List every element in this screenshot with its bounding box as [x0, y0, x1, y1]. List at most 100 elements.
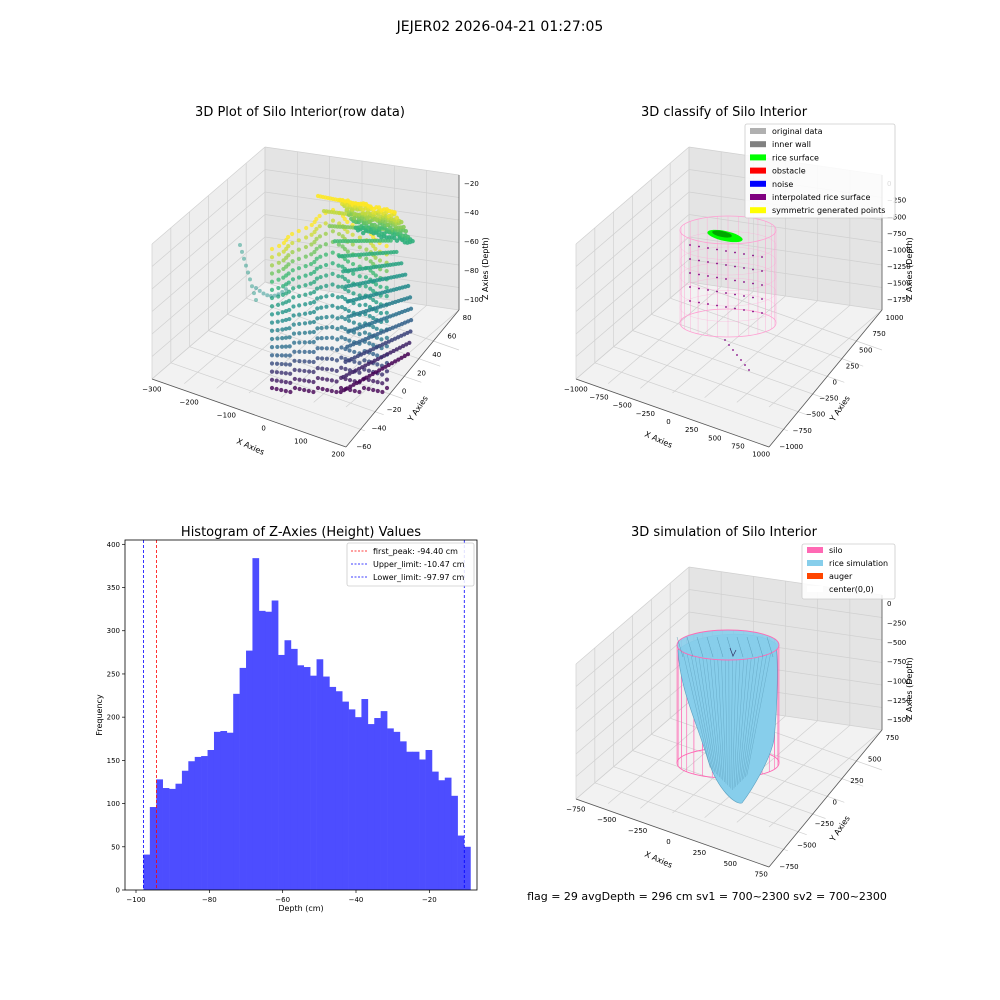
histogram-bar — [310, 675, 317, 890]
point — [292, 385, 298, 391]
x-tick-label: −750 — [566, 805, 585, 813]
histogram-bar — [220, 730, 228, 890]
point — [284, 287, 288, 292]
point — [296, 228, 301, 234]
point — [291, 286, 296, 291]
histogram-bar — [290, 648, 298, 890]
point — [362, 330, 368, 335]
sim-legend: silo rice simulation auger center(0,0) — [801, 543, 896, 600]
point — [275, 353, 280, 358]
point — [287, 307, 292, 313]
point — [287, 344, 292, 349]
point — [335, 295, 341, 300]
point — [396, 357, 401, 362]
point — [371, 288, 376, 294]
point — [314, 246, 319, 251]
point — [242, 256, 246, 261]
point — [288, 371, 293, 376]
surface-mesh-line — [696, 636, 704, 658]
interpolated-point — [707, 275, 709, 277]
histogram-bar — [201, 756, 208, 890]
point — [377, 368, 382, 373]
point — [330, 261, 335, 266]
legend-swatch — [807, 560, 823, 566]
point — [307, 359, 312, 364]
y-tick-label: 400 — [107, 541, 120, 549]
hist-panel-title: Histogram of Z-Axies (Height) Values — [181, 525, 421, 540]
point — [286, 271, 291, 276]
point — [343, 316, 348, 322]
point — [290, 240, 295, 246]
point — [315, 375, 321, 381]
y-tick-label: −1000 — [779, 443, 803, 451]
point — [367, 313, 372, 319]
interpolated-point — [725, 250, 727, 252]
x-tick-label: −200 — [180, 398, 199, 406]
point — [279, 344, 285, 349]
surface-mesh-line — [756, 636, 764, 658]
legend-label: rice surface — [772, 153, 819, 162]
histogram-bar — [322, 676, 330, 890]
point — [314, 276, 320, 281]
legend-swatch — [750, 167, 766, 174]
histogram-bar — [419, 759, 426, 890]
grid-line — [248, 295, 363, 394]
point — [352, 388, 357, 394]
interpolated-point — [698, 301, 700, 304]
point — [281, 249, 286, 254]
point — [343, 306, 348, 312]
interpolated-point — [761, 256, 763, 258]
interpolated-point — [724, 339, 726, 341]
point — [324, 304, 329, 309]
point — [283, 335, 289, 340]
point — [371, 270, 376, 276]
point — [340, 274, 345, 279]
point — [336, 263, 341, 268]
histogram-bar — [143, 854, 151, 890]
point — [302, 378, 307, 383]
point — [252, 291, 256, 296]
point — [286, 244, 291, 249]
point — [292, 340, 297, 345]
histogram-bar — [335, 691, 343, 890]
histogram-bars — [143, 558, 471, 890]
z-tick-label: −1750 — [887, 296, 911, 304]
interpolated-point — [725, 292, 727, 294]
interpolated-point — [752, 310, 754, 313]
point — [336, 231, 342, 237]
point — [314, 266, 319, 271]
grid-line — [264, 146, 460, 176]
grid-line — [704, 300, 818, 398]
legend-label: obstacle — [772, 167, 806, 176]
histogram-bar — [387, 728, 394, 890]
point — [335, 326, 340, 331]
point — [276, 292, 281, 297]
legend-label: rice simulation — [829, 559, 888, 568]
interpolated-point — [707, 261, 709, 263]
interpolated-point — [752, 282, 754, 285]
point — [269, 246, 275, 252]
point — [315, 385, 321, 391]
point — [384, 369, 390, 374]
surface-mesh-line — [736, 636, 744, 658]
grid-line — [208, 330, 403, 399]
hist-legend: first_peak: -94.40 cm Upper_limit: -10.47… — [346, 542, 475, 587]
point — [334, 379, 339, 384]
silo-ring — [679, 277, 777, 307]
legend-label: silo — [829, 546, 843, 555]
point — [346, 318, 352, 323]
histogram-bar — [425, 750, 433, 890]
interpolated-point — [752, 268, 754, 271]
grid-line — [264, 169, 460, 198]
point — [276, 277, 281, 282]
legend-label: symmetric generated points — [772, 206, 885, 215]
point — [363, 363, 368, 368]
point — [371, 324, 376, 330]
point — [384, 310, 389, 315]
point — [357, 370, 362, 375]
point — [345, 259, 351, 264]
point — [357, 379, 363, 384]
x-tick-label: 500 — [724, 860, 737, 868]
point — [297, 321, 302, 327]
point — [296, 275, 302, 280]
